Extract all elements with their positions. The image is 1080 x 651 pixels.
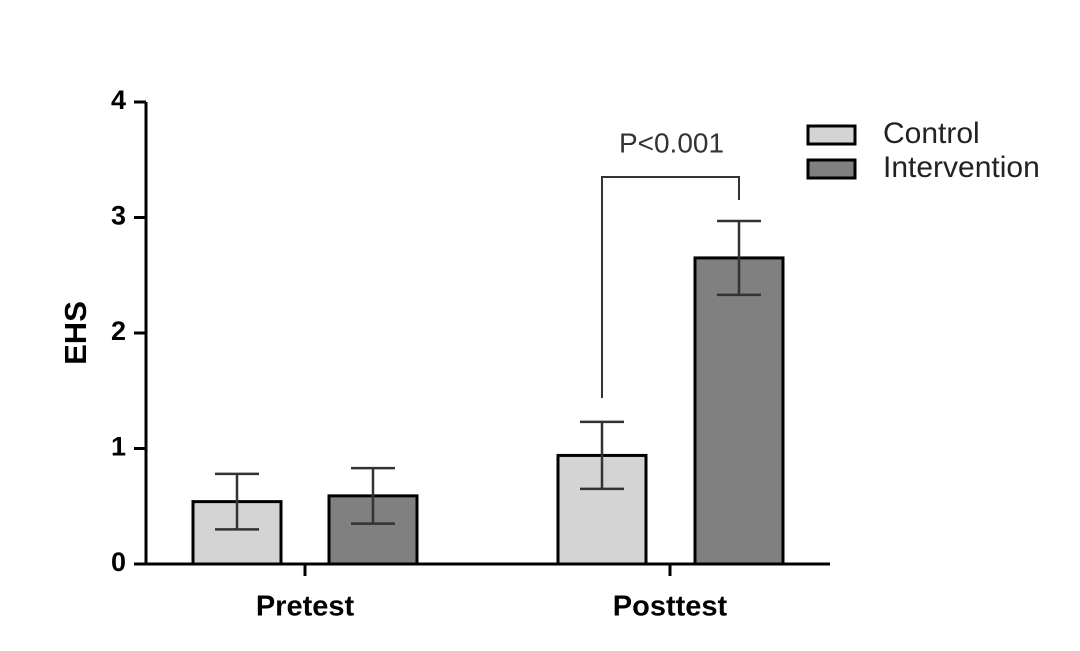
y-tick-label: 2	[111, 316, 126, 346]
legend-label: Intervention	[883, 151, 1040, 184]
y-tick-label: 3	[111, 201, 126, 231]
bar-intervention-posttest	[693, 256, 785, 566]
error-bar-intervention-pretest	[351, 466, 395, 525]
y-axis-title: EHS	[58, 301, 93, 365]
y-tick-label: 0	[111, 547, 126, 577]
annotations-layer: P<0.001	[601, 127, 740, 398]
axes-layer: 0 1 2 3 4 Pretest Posttest	[111, 85, 830, 623]
legend-swatch	[806, 158, 857, 180]
x-tick-label-posttest: Posttest	[613, 591, 728, 623]
significance-bracket	[601, 176, 740, 398]
error-bar-control-pretest	[215, 472, 259, 531]
error-bar-control-posttest	[580, 420, 624, 491]
legend-swatch	[806, 124, 857, 146]
legend-label: Control	[883, 117, 980, 150]
x-tick-label-pretest: Pretest	[256, 591, 355, 623]
error-bar-intervention-posttest	[717, 219, 761, 297]
error-bars-layer	[215, 219, 761, 531]
significance-label: P<0.001	[619, 127, 724, 158]
legend-item-intervention: Intervention	[806, 151, 1040, 184]
y-tick-label: 4	[111, 85, 126, 115]
y-tick-label: 1	[111, 432, 126, 462]
legend-item-control: Control	[806, 117, 980, 150]
bars-layer	[191, 256, 785, 566]
